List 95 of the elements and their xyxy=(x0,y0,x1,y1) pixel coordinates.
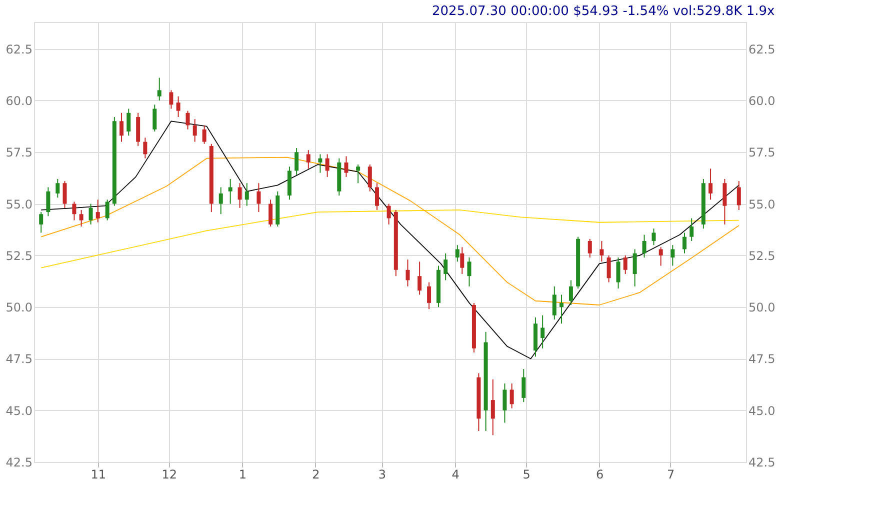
candlestick xyxy=(268,199,273,228)
candlestick xyxy=(540,314,545,349)
candlestick xyxy=(244,182,249,206)
candlestick xyxy=(96,199,100,223)
candlestick xyxy=(722,178,727,225)
chart-title: 2025.07.30 00:00:00 $54.93 -1.54% vol:529.8K 1.9x xyxy=(432,4,776,19)
x-tick-label: 3 xyxy=(378,468,386,482)
candlestick xyxy=(238,182,242,208)
candlestick xyxy=(157,77,162,101)
candlestick xyxy=(708,168,713,200)
candlestick xyxy=(418,261,422,296)
candlestick xyxy=(169,90,174,110)
candlestick xyxy=(152,104,157,132)
candlestick xyxy=(356,164,360,184)
candlestick xyxy=(406,259,410,287)
candlestick xyxy=(56,178,60,198)
candlestick xyxy=(176,96,180,118)
candlestick xyxy=(256,182,261,213)
candlestick xyxy=(325,154,330,178)
line-series xyxy=(40,156,740,306)
y-tick-label: 55.0 xyxy=(6,197,32,212)
y-tick-label: 47.5 xyxy=(6,352,32,366)
candlestick xyxy=(294,148,299,176)
candlestick xyxy=(374,182,379,210)
candlestick xyxy=(186,110,190,130)
y-tick-label: 52.5 xyxy=(6,248,32,263)
candlestick xyxy=(455,244,460,262)
candlestick xyxy=(588,238,592,258)
x-tick-label: 2 xyxy=(312,468,320,482)
y2-tick-label: 55.0 xyxy=(748,197,776,212)
candlestick xyxy=(88,203,93,225)
candlestick xyxy=(559,294,564,324)
x-tick-label: 7 xyxy=(666,468,675,482)
y-tick-label: 57.5 xyxy=(6,146,32,160)
candlestick xyxy=(460,246,464,275)
candlestick xyxy=(632,248,637,287)
candlestick xyxy=(62,180,67,208)
candlestick xyxy=(427,282,432,310)
candlestick xyxy=(306,150,310,170)
candlestick xyxy=(568,280,573,306)
candlestick xyxy=(143,137,148,159)
line-series xyxy=(40,210,740,268)
candlestick xyxy=(510,383,514,409)
candlestick xyxy=(39,212,44,234)
y-tick-label: 45.0 xyxy=(6,404,32,418)
candlestick xyxy=(690,218,694,242)
candlestick xyxy=(652,228,656,246)
candlestick xyxy=(606,254,611,283)
candlestick xyxy=(126,108,131,136)
y2-tick-label: 47.5 xyxy=(748,352,776,366)
y-tick-label: 42.5 xyxy=(6,456,32,470)
candlestick xyxy=(72,201,76,221)
candlestick xyxy=(386,203,391,225)
candlestick xyxy=(552,286,556,320)
y2-tick-label: 62.5 xyxy=(748,42,776,56)
candlestick xyxy=(192,118,197,142)
candlestick xyxy=(623,254,628,275)
y2-tick-label: 52.5 xyxy=(748,248,776,263)
candlestick xyxy=(642,234,646,258)
candlestick xyxy=(46,186,50,217)
x-tick-label: 5 xyxy=(522,468,530,482)
y-tick-label: 62.5 xyxy=(6,42,32,56)
candlestick xyxy=(600,240,604,262)
candlestick xyxy=(79,209,84,228)
y2-tick-label: 42.5 xyxy=(748,456,776,470)
candlestick xyxy=(444,252,448,281)
x-tick-label: 6 xyxy=(596,468,604,482)
candlestick xyxy=(105,199,110,221)
candlestick xyxy=(202,124,206,144)
candlestick xyxy=(467,256,472,287)
candlestick xyxy=(344,156,348,178)
candlestick xyxy=(228,178,232,204)
candlestick xyxy=(658,246,663,266)
x-tick-label: 11 xyxy=(90,468,106,482)
y-tick-label: 50.0 xyxy=(6,300,32,315)
line-series xyxy=(40,120,740,360)
candlestick xyxy=(218,186,223,215)
candlestick xyxy=(736,180,741,210)
y2-tick-label: 57.5 xyxy=(748,146,776,160)
x-tick-label: 1 xyxy=(238,468,246,482)
y2-tick-label: 45.0 xyxy=(748,404,776,418)
candlestick xyxy=(502,383,507,424)
candlestick xyxy=(318,154,322,174)
x-tick-label: 4 xyxy=(452,468,460,482)
candlestick xyxy=(670,244,675,266)
candlestick xyxy=(490,378,495,436)
y2-tick-label: 50.0 xyxy=(748,300,776,315)
y-tick-label: 60.0 xyxy=(6,94,32,108)
candlestick xyxy=(682,232,686,254)
candlestick xyxy=(522,368,526,403)
y2-tick-label: 60.0 xyxy=(748,94,776,108)
x-tick-label: 12 xyxy=(162,468,177,482)
candlestick xyxy=(616,256,620,289)
candlestick xyxy=(368,164,372,192)
candlestick xyxy=(120,112,124,142)
